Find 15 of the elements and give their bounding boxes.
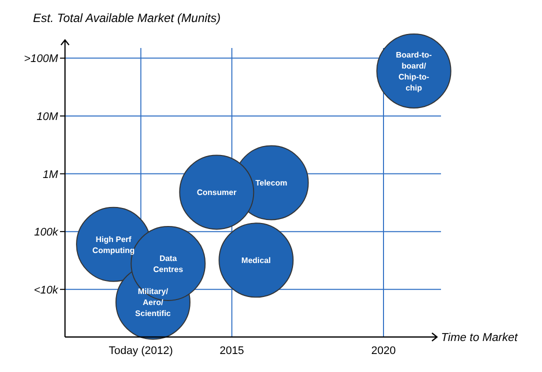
x-tick-label: 2015 — [220, 345, 244, 357]
y-tick-label: >100M — [24, 53, 59, 66]
series-label: Medical — [241, 256, 271, 266]
series-label: Consumer — [196, 188, 236, 198]
series-label: Data Centres — [153, 254, 184, 274]
x-tick-label: 2020 — [371, 345, 396, 357]
x-tick-label: Today (2012) — [108, 345, 173, 357]
y-tick-label: 1M — [42, 168, 59, 181]
x-axis-title: Time to Market — [441, 332, 518, 344]
series-label: Board-to-board/Chip-to-chip — [396, 50, 432, 92]
y-tick-label: 100k — [34, 226, 58, 239]
y-axis-title: Est. Total Available Market (Munits) — [33, 11, 221, 25]
y-tick-label: <10k — [34, 284, 58, 296]
series-label: Telecom — [255, 178, 288, 188]
y-tick-label: 10M — [36, 110, 59, 123]
